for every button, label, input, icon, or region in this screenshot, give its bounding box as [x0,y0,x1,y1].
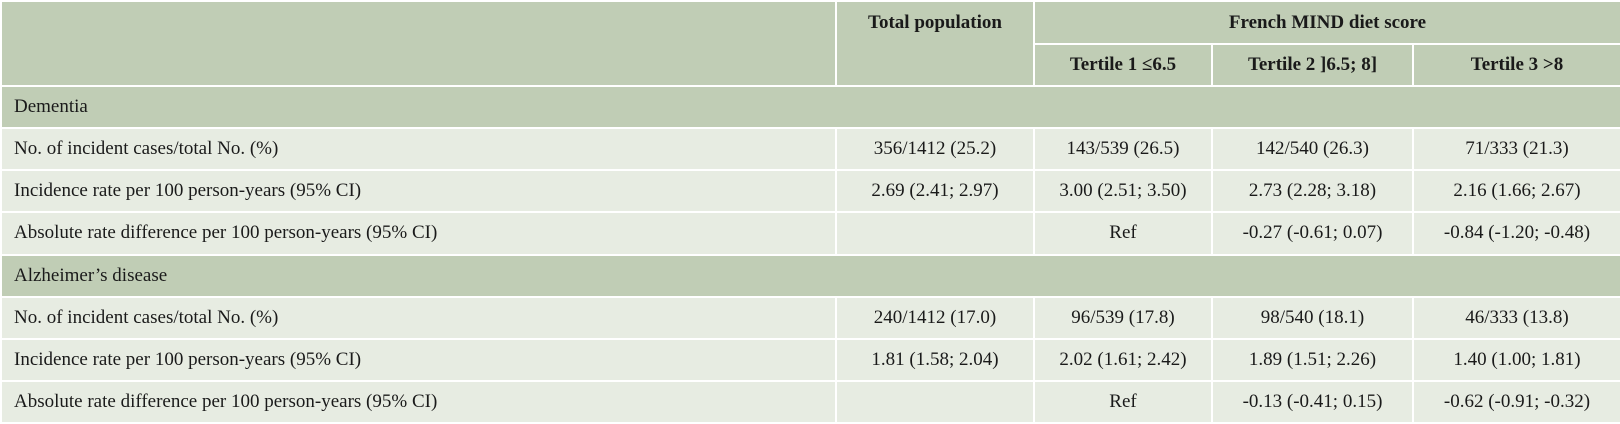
data-row: No. of incident cases/total No. (%) 356/1… [0,127,1620,172]
cell: -0.84 (-1.20; -0.48) [1412,211,1620,256]
empty-cell [835,211,1035,256]
cell: 142/540 (26.3) [1211,127,1414,172]
cell: 2.16 (1.66; 2.67) [1412,169,1620,214]
cell: -0.27 (-0.61; 0.07) [1211,211,1414,256]
header-cell: Tertile 3 >8 [1412,43,1620,87]
cell: 1.40 (1.00; 1.81) [1412,337,1620,382]
data-row: Incidence rate per 100 person-years (95%… [0,337,1620,382]
cell: 2.73 (2.28; 3.18) [1211,169,1414,214]
row-label: Incidence rate per 100 person-years (95%… [0,337,837,382]
cell: -0.13 (-0.41; 0.15) [1211,379,1414,424]
row-label: Absolute rate difference per 100 person-… [0,211,837,256]
header-cell: French MIND diet score [1033,0,1620,45]
row-label: Incidence rate per 100 person-years (95%… [0,169,837,214]
cell: 356/1412 (25.2) [835,127,1035,172]
cell: 143/539 (26.5) [1033,127,1213,172]
cell: 98/540 (18.1) [1211,295,1414,340]
cell: Ref [1033,211,1213,256]
data-row: Incidence rate per 100 person-years (95%… [0,169,1620,214]
cell: 1.89 (1.51; 2.26) [1211,337,1414,382]
section-title: Alzheimer’s disease [0,253,1620,298]
row-label: Absolute rate difference per 100 person-… [0,379,837,424]
cell: 240/1412 (17.0) [835,295,1035,340]
cell: -0.62 (-0.91; -0.32) [1412,379,1620,424]
section-row: Alzheimer’s disease [0,253,1620,298]
section-row: Dementia [0,84,1620,130]
table-body: Dementia No. of incident cases/total No. … [0,84,1620,424]
data-row: No. of incident cases/total No. (%) 240/1… [0,295,1620,340]
cell: 2.69 (2.41; 2.97) [835,169,1035,214]
cell: 1.81 (1.58; 2.04) [835,337,1035,382]
section-title: Dementia [0,84,1620,130]
cell: 3.00 (2.51; 3.50) [1033,169,1213,214]
header-blank [0,0,837,87]
cell: 2.02 (1.61; 2.42) [1033,337,1213,382]
cell: 46/333 (13.8) [1412,295,1620,340]
data-row: Absolute rate difference per 100 person-… [0,211,1620,256]
data-row: Absolute rate difference per 100 person-… [0,379,1620,424]
empty-cell [835,379,1035,424]
cell: 71/333 (21.3) [1412,127,1620,172]
cell: Ref [1033,379,1213,424]
row-label: No. of incident cases/total No. (%) [0,295,837,340]
header-cell: Tertile 2 ]6.5; 8] [1211,43,1414,87]
header-cell: Tertile 1 ≤6.5 [1033,43,1213,87]
row-label: No. of incident cases/total No. (%) [0,127,837,172]
cell: 96/539 (17.8) [1033,295,1213,340]
header-cell: Total population [835,0,1035,87]
